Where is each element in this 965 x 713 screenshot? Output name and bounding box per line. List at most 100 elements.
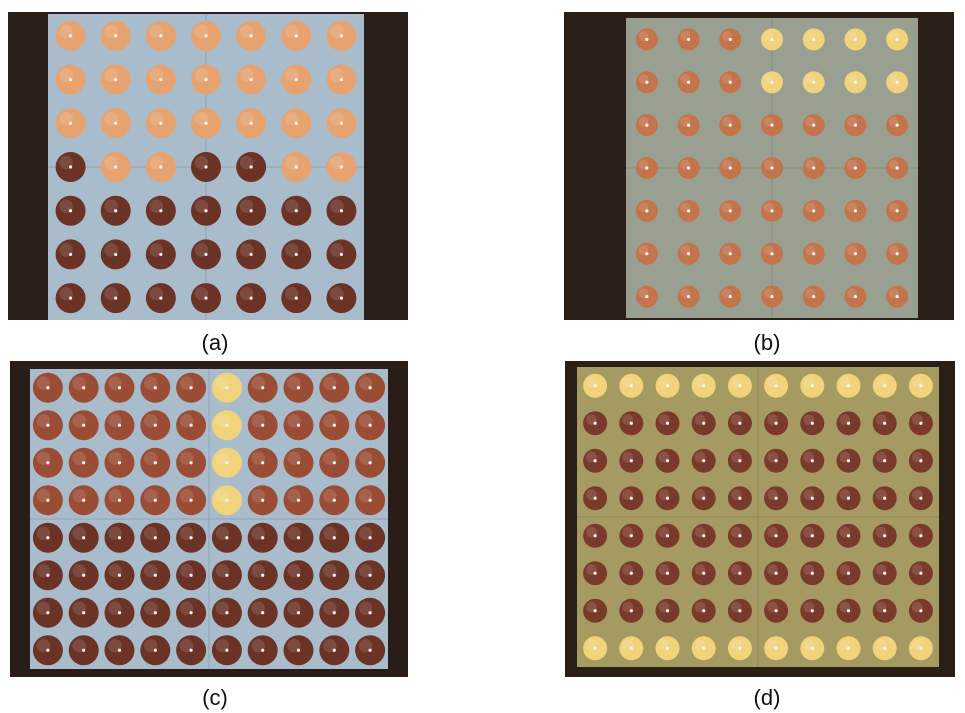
feed-point [114, 121, 118, 125]
feed-point [774, 609, 778, 613]
feed-point [46, 648, 50, 652]
feed-point [665, 459, 670, 463]
feed-point [810, 384, 814, 388]
feed-point [895, 37, 899, 42]
feed-point [82, 536, 86, 540]
feed-point [296, 423, 301, 427]
feed-point [368, 573, 372, 577]
feed-point [645, 166, 649, 170]
feed-point [294, 121, 298, 125]
feed-point [332, 648, 336, 652]
feed-point [368, 648, 372, 652]
feed-point [339, 296, 344, 300]
feed-point [629, 609, 633, 613]
feed-point [774, 421, 778, 425]
feed-point [702, 646, 706, 650]
feed-point [339, 34, 344, 38]
feed-point [332, 498, 336, 502]
feed-point [225, 573, 229, 577]
feed-point [339, 209, 344, 213]
feed-point [153, 611, 157, 615]
photo-array-c [10, 361, 408, 677]
caption-b: (b) [753, 330, 781, 355]
feed-point [774, 496, 778, 500]
feed-point [738, 534, 742, 538]
feed-point [296, 611, 301, 615]
feed-point [645, 37, 649, 42]
feed-point [294, 209, 298, 213]
feed-point [368, 461, 372, 465]
feed-point [114, 252, 118, 257]
feed-point [919, 459, 923, 463]
feed-point [204, 209, 208, 213]
feed-point [204, 165, 208, 169]
feed-point [225, 536, 229, 540]
feed-point [296, 461, 301, 465]
caption-d: (d) [753, 685, 781, 710]
feed-point [294, 165, 298, 169]
feed-point [810, 496, 814, 500]
feed-point [249, 165, 253, 169]
feed-point [738, 609, 742, 613]
feed-point [846, 609, 851, 613]
feed-point [332, 423, 336, 427]
feed-point [114, 77, 118, 82]
feed-point [204, 34, 208, 38]
feed-point [770, 80, 774, 84]
feed-point [810, 571, 814, 575]
feed-point [629, 384, 633, 388]
feed-point [665, 496, 670, 500]
feed-point [853, 37, 858, 42]
feed-point [368, 611, 372, 615]
feed-point [728, 294, 732, 299]
feed-point [296, 386, 301, 390]
feed-point [46, 386, 50, 390]
feed-point [159, 209, 163, 213]
feed-point [117, 573, 122, 577]
feed-point [296, 573, 301, 577]
feed-point [332, 461, 336, 465]
feed-point [189, 423, 193, 427]
feed-point [593, 459, 597, 463]
feed-point [774, 646, 778, 650]
feed-point [249, 34, 253, 38]
feed-point [249, 77, 253, 82]
feed-point [593, 609, 597, 613]
feed-point [846, 421, 851, 425]
photo-array-b [564, 12, 954, 320]
feed-point [261, 498, 265, 502]
feed-point [846, 384, 851, 388]
feed-point [249, 296, 253, 300]
feed-point [853, 80, 858, 84]
feed-point [774, 534, 778, 538]
feed-point [895, 252, 899, 256]
feed-point [853, 123, 858, 127]
feed-point [82, 648, 86, 652]
feed-point [919, 646, 923, 650]
caption-c: (c) [202, 685, 228, 710]
feed-point [153, 461, 157, 465]
feed-point [846, 534, 851, 538]
feed-point [629, 534, 633, 538]
feed-point [645, 80, 649, 84]
feed-point [46, 423, 50, 427]
feed-point [919, 609, 923, 613]
feed-point [645, 252, 649, 256]
feed-point [117, 498, 122, 502]
feed-point [774, 571, 778, 575]
feed-point [159, 121, 163, 125]
feed-point [686, 80, 691, 84]
feed-point [82, 461, 86, 465]
feed-point [153, 386, 157, 390]
feed-point [686, 37, 691, 42]
feed-point [853, 166, 858, 170]
feed-point [261, 386, 265, 390]
feed-point [189, 498, 193, 502]
feed-point [114, 296, 118, 300]
feed-point [770, 252, 774, 256]
feed-point [846, 646, 851, 650]
feed-point [810, 421, 814, 425]
feed-point [153, 498, 157, 502]
feed-point [153, 648, 157, 652]
feed-point [883, 459, 887, 463]
